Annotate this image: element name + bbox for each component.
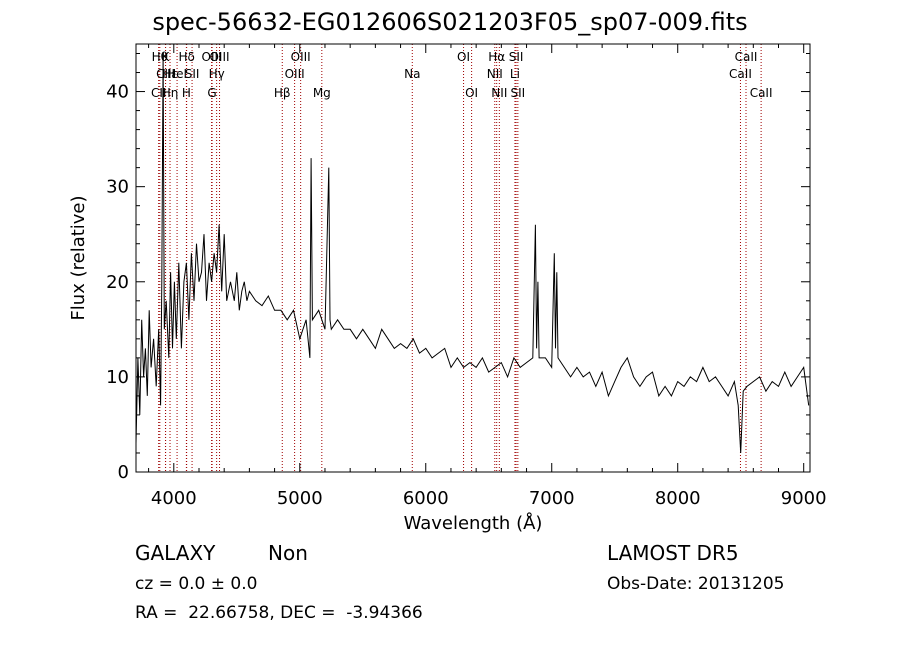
y-tick-label-10: 10 [106,367,129,388]
marker-label-12: G [207,86,216,100]
marker-label-1: Hθ [152,50,168,64]
marker-label-5: Hη [162,86,179,100]
marker-label-29: CaII [750,86,773,100]
survey-name: LAMOST DR5 [607,541,739,565]
marker-label-18: Na [404,67,420,81]
marker-label-19: OI [457,50,470,64]
marker-label-25: Li [510,67,520,81]
marker-label-21: Hα [488,50,505,64]
marker-label-23: NII [491,86,507,100]
x-tick-label-4000: 4000 [151,488,197,509]
x-tick-label-6000: 6000 [403,488,449,509]
line-markers [158,44,762,472]
spectrum-line [135,53,810,454]
observation-date: Obs-Date: 20131205 [607,574,785,594]
plot-frame [135,43,811,473]
marker-label-11: Hγ [209,67,225,81]
marker-label-16: OIII [291,50,311,64]
object-subclass: Non [268,541,308,565]
x-tick-label-8000: 8000 [655,488,701,509]
y-tick-label-20: 20 [106,272,129,293]
marker-label-4: Hε [162,67,178,81]
x-tick-label-7000: 7000 [529,488,575,509]
y-tick-label-0: 0 [118,462,129,483]
marker-label-10: OIII [202,50,222,64]
x-tick-label-9000: 9000 [781,488,827,509]
line-marker-labels: CIIHθCIIIKHεHηHeIHHδSIIOIIIHγGOIIIHβOIII… [151,50,773,100]
marker-label-3: K [162,50,171,64]
redshift-value: cz = 0.0 ± 0.0 [135,574,258,594]
marker-label-8: Hδ [178,50,194,64]
y-tick-label-40: 40 [106,82,129,103]
marker-label-14: Hβ [274,86,291,100]
y-tick-label-30: 30 [106,177,129,198]
marker-label-24: SII [509,50,524,64]
coordinates: RA = 22.66758, DEC = -3.94366 [135,603,423,623]
x-axis-label: Wavelength (Å) [404,512,543,534]
y-axis: 0 10 20 30 40 [106,53,810,483]
object-class: GALAXY [135,541,216,565]
marker-label-7: H [182,86,191,100]
marker-label-20: OI [465,86,478,100]
y-axis-label: Flux (relative) [68,195,89,320]
marker-label-22: NII [487,67,503,81]
marker-label-15: OIII [285,67,305,81]
marker-label-17: Mg [313,86,331,100]
marker-label-6: HeI [167,67,187,81]
marker-label-13: OIII [209,50,229,64]
chart-title: spec-56632-EG012606S021203F05_sp07-009.f… [152,8,748,36]
marker-label-26: SII [510,86,525,100]
marker-label-9: SII [185,67,200,81]
x-tick-label-5000: 5000 [277,488,323,509]
marker-label-2: CIII [156,67,175,81]
marker-label-28: CaII [729,67,752,81]
x-axis: 4000 5000 6000 7000 8000 9000 [148,44,827,509]
marker-label-27: CaII [735,50,758,64]
